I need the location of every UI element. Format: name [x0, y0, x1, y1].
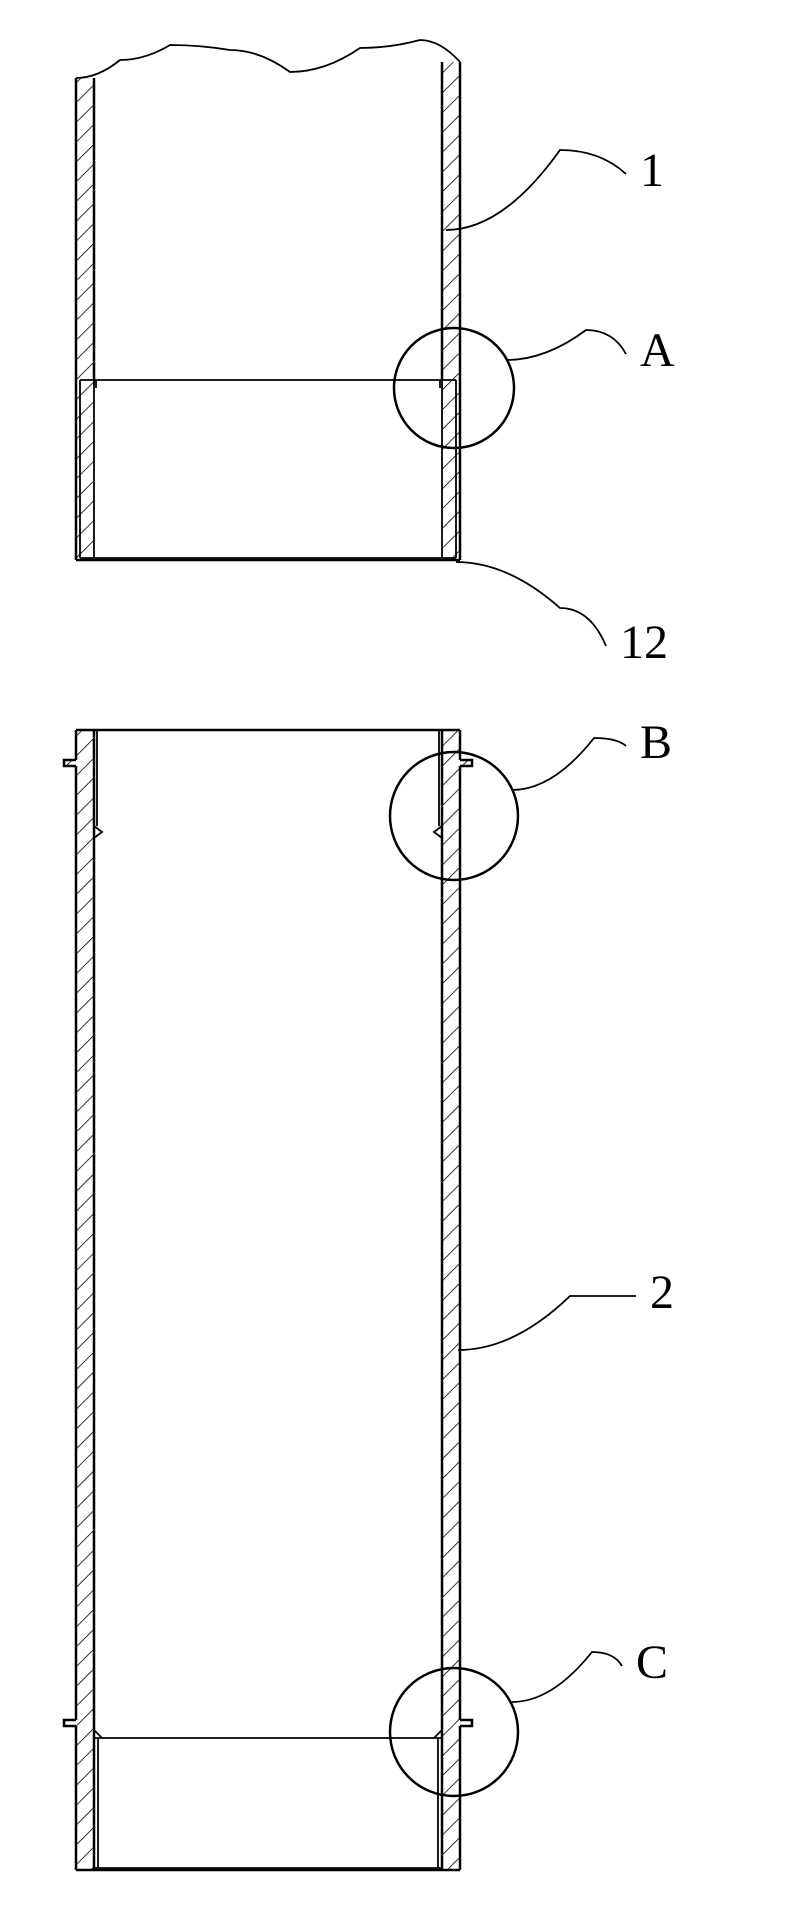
leader-B: [512, 738, 626, 790]
label-B: B: [640, 716, 672, 769]
label-one: 1: [640, 144, 664, 197]
label-A: A: [640, 324, 675, 377]
leader-C: [512, 1652, 622, 1702]
label-twelve: 12: [620, 616, 668, 669]
leader-two: [458, 1296, 636, 1350]
lower-part: [64, 730, 472, 1870]
label-two: 2: [650, 1266, 674, 1319]
leader-A: [506, 330, 626, 360]
upper-part: [76, 40, 460, 560]
leader-twelve: [456, 562, 606, 646]
leader-one: [446, 150, 626, 230]
label-C: C: [636, 1636, 668, 1689]
